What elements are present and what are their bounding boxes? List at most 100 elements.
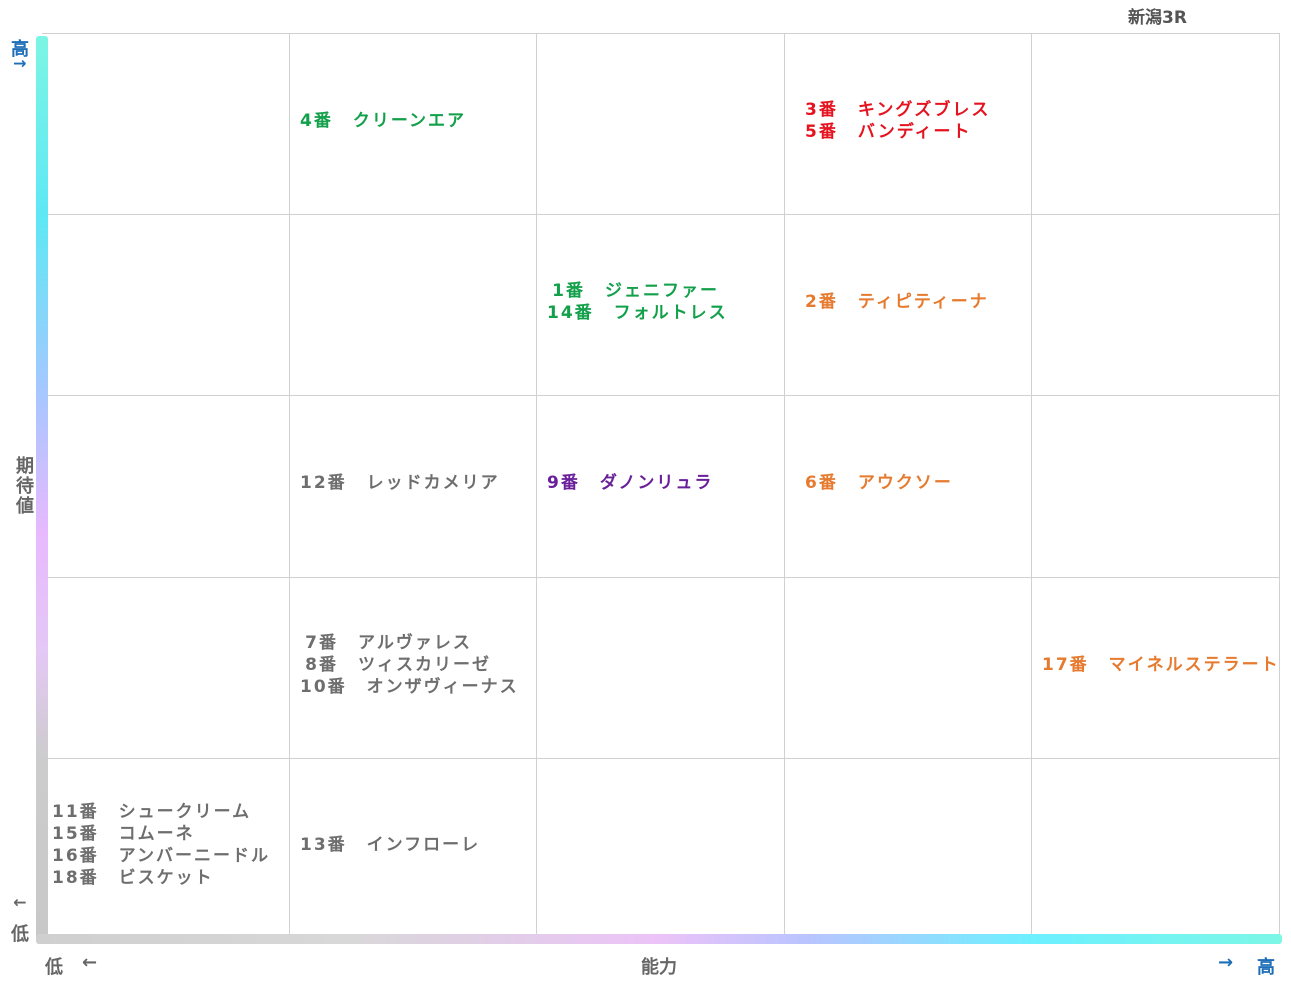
horse-entry: 4番 クリーンエア xyxy=(300,110,466,132)
horse-entry: 14番 フォルトレス xyxy=(547,302,728,324)
matrix-grid: 4番 クリーンエア 3番 キングズブレス 5番 バンディート 1番 ジェニファー 14番 フォルト… xyxy=(42,33,1280,938)
cell-entries: 17番 マイネルステラート xyxy=(1042,654,1280,676)
cell-entries: 3番 キングズブレス 5番 バンディート xyxy=(805,99,990,143)
x-axis-high-label: 高 xyxy=(1257,957,1275,978)
grid-cell-r1-c0 xyxy=(42,214,290,395)
grid-cell-r2-c4 xyxy=(1032,395,1280,577)
y-axis-bar xyxy=(36,36,48,942)
y-axis-high-label: 高 xyxy=(11,39,29,60)
horse-entry: 18番 ビスケット xyxy=(52,867,270,889)
horse-entry: 13番 インフローレ xyxy=(300,834,480,856)
horse-number: 12番 xyxy=(300,473,347,493)
horse-entry: 11番 シュークリーム xyxy=(52,801,270,823)
horse-number: 7番 xyxy=(305,633,338,653)
cell-entries: 13番 インフローレ xyxy=(300,834,480,856)
grid-cell-r2-c0 xyxy=(42,395,290,577)
cell-entries: 1番 ジェニファー 14番 フォルトレス xyxy=(547,280,728,324)
x-axis-low-label: 低 xyxy=(45,957,63,978)
horse-name: アンバーニードル xyxy=(118,846,270,866)
horse-name: レッドカメリア xyxy=(366,473,500,493)
horse-entry: 8番 ツィスカリーゼ xyxy=(300,654,519,676)
horse-number: 17番 xyxy=(1042,655,1089,675)
grid-cell-r1-c4 xyxy=(1032,214,1280,395)
grid-cell-r2-c1 xyxy=(290,395,537,577)
grid-cell-r3-c2 xyxy=(537,577,785,758)
horse-number: 10番 xyxy=(300,677,347,697)
cell-entries: 9番 ダノンリュラ xyxy=(547,472,713,494)
horse-entry: 15番 コムーネ xyxy=(52,823,270,845)
horse-entry: 7番 アルヴァレス xyxy=(300,632,519,654)
horse-name: クリーンエア xyxy=(352,111,466,131)
horse-number: 11番 xyxy=(52,802,99,822)
grid-cell-r3-c4 xyxy=(1032,577,1280,758)
horse-name: マイネルステラート xyxy=(1108,655,1280,675)
horse-entry: 17番 マイネルステラート xyxy=(1042,654,1280,676)
grid-cell-r3-c0 xyxy=(42,577,290,758)
horse-name: アウクソー xyxy=(857,473,953,493)
horse-number: 3番 xyxy=(805,100,838,120)
horse-number: 2番 xyxy=(805,292,838,312)
cell-entries: 12番 レッドカメリア xyxy=(300,472,500,494)
horse-entry: 6番 アウクソー xyxy=(805,472,953,494)
horse-number: 4番 xyxy=(300,111,333,131)
grid-cell-r4-c1 xyxy=(290,758,537,938)
horse-name: ジェニファー xyxy=(605,281,719,301)
horse-name: シュークリーム xyxy=(118,802,252,822)
horse-number: 8番 xyxy=(305,655,338,675)
y-axis-high-arrow: ↑ xyxy=(10,57,29,73)
grid-cell-r0-c3 xyxy=(785,33,1032,214)
horse-number: 6番 xyxy=(805,473,838,493)
horse-number: 1番 xyxy=(552,281,585,301)
horse-entry: 2番 ティピティーナ xyxy=(805,291,989,313)
grid-cell-r0-c2 xyxy=(537,33,785,214)
horse-number: 16番 xyxy=(52,846,99,866)
grid-cell-r4-c3 xyxy=(785,758,1032,938)
grid-cell-r0-c0 xyxy=(42,33,290,214)
grid-cell-r1-c3 xyxy=(785,214,1032,395)
grid-cell-r3-c3 xyxy=(785,577,1032,758)
horse-number: 15番 xyxy=(52,824,99,844)
grid-cell-r1-c1 xyxy=(290,214,537,395)
x-axis-low-arrow: ← xyxy=(82,952,98,973)
horse-name: ダノンリュラ xyxy=(599,473,714,493)
horse-name: アルヴァレス xyxy=(358,633,472,653)
horse-name: キングズブレス xyxy=(857,100,991,120)
x-axis-high-arrow: → xyxy=(1218,952,1234,973)
horse-entry: 1番 ジェニファー xyxy=(547,280,728,302)
horse-entry: 3番 キングズブレス xyxy=(805,99,990,121)
y-axis-low-label: 低 xyxy=(11,924,29,945)
horse-number: 5番 xyxy=(805,122,838,142)
y-axis-low-arrow: ↓ xyxy=(10,896,29,912)
horse-name: ツィスカリーゼ xyxy=(358,655,491,675)
horse-entry: 9番 ダノンリュラ xyxy=(547,472,713,494)
grid-cell-r2-c3 xyxy=(785,395,1032,577)
horse-name: インフローレ xyxy=(366,835,481,855)
grid-cell-r0-c1 xyxy=(290,33,537,214)
grid-cell-r0-c4 xyxy=(1032,33,1280,214)
grid-cell-r2-c2 xyxy=(537,395,785,577)
grid-cell-r1-c2 xyxy=(537,214,785,395)
horse-number: 14番 xyxy=(547,303,594,323)
grid-cell-r4-c4 xyxy=(1032,758,1280,938)
x-axis-bar xyxy=(36,934,1282,944)
cell-entries: 11番 シュークリーム 15番 コムーネ 16番 アンバーニードル 18番 ビスケット xyxy=(52,801,270,889)
race-title: 新潟3R xyxy=(1128,8,1187,28)
grid-cell-r4-c0 xyxy=(42,758,290,938)
y-axis-label: 期待値 xyxy=(13,456,34,516)
horse-number: 18番 xyxy=(52,868,99,888)
grid-cell-r4-c2 xyxy=(537,758,785,938)
horse-entry: 5番 バンディート xyxy=(805,121,990,143)
horse-entry: 12番 レッドカメリア xyxy=(300,472,500,494)
horse-name: オンザヴィーナス xyxy=(366,677,519,697)
horse-number: 13番 xyxy=(300,835,347,855)
horse-name: フォルトレス xyxy=(613,303,728,323)
horse-name: ティピティーナ xyxy=(857,292,989,312)
x-axis-label: 能力 xyxy=(641,957,677,978)
horse-entry: 10番 オンザヴィーナス xyxy=(300,676,519,698)
cell-entries: 7番 アルヴァレス 8番 ツィスカリーゼ 10番 オンザヴィーナス xyxy=(300,632,519,698)
grid-cell-r3-c1 xyxy=(290,577,537,758)
horse-name: ビスケット xyxy=(118,868,214,888)
horse-name: コムーネ xyxy=(118,824,195,844)
cell-entries: 2番 ティピティーナ xyxy=(805,291,989,313)
horse-number: 9番 xyxy=(547,473,580,493)
